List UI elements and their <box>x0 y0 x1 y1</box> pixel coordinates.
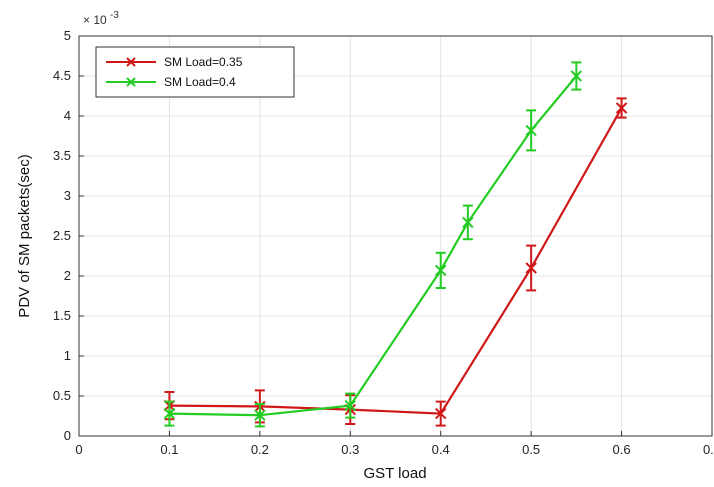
x-axis-label: GST load <box>363 465 426 482</box>
legend-marker-sm-0.35 <box>126 57 136 67</box>
data-point-marker <box>163 407 176 420</box>
data-point-marker <box>435 407 447 420</box>
y-multiplier-base: × 10 <box>83 13 107 27</box>
x-tick-label: 0.3 <box>341 442 359 457</box>
x-tick-label: 0.4 <box>432 442 450 457</box>
data-point-marker <box>525 262 537 274</box>
y-multiplier-exponent: -3 <box>110 10 119 21</box>
y-axis-label: PDV of SM packets(sec) <box>16 154 33 317</box>
legend-marker-sm-0.4 <box>126 77 136 87</box>
legend-box <box>95 46 295 98</box>
y-tick-label: 3 <box>64 188 71 203</box>
series-sm-load-0.4 <box>163 61 583 428</box>
y-tick-label: 4 <box>64 108 71 123</box>
y-tick-label: 2 <box>64 268 71 283</box>
data-point-marker <box>344 399 356 412</box>
series-layer <box>163 61 628 428</box>
y-tick-label: 5 <box>64 28 71 43</box>
y-tick-label: 4.5 <box>53 68 71 83</box>
x-tick-label: 0.1 <box>160 442 178 457</box>
data-point-marker <box>615 102 628 114</box>
data-point-marker <box>525 124 537 137</box>
data-point-marker <box>462 216 474 229</box>
x-tick-label: 0.6 <box>613 442 631 457</box>
legend-label-sm-0.35: SM Load=0.35 <box>164 55 243 69</box>
data-point-marker <box>570 70 583 82</box>
y-tick-label: 3.5 <box>53 148 71 163</box>
legend-label-sm-0.4: SM Load=0.4 <box>164 75 236 89</box>
y-tick-label: 1 <box>64 348 71 363</box>
data-point-marker <box>435 264 447 277</box>
series-line <box>169 107 623 415</box>
legend: SM Load=0.35 SM Load=0.4 <box>95 46 295 98</box>
x-tick-label: 0 <box>75 442 82 457</box>
data-point-marker <box>254 409 266 421</box>
x-tick-label: 0.2 <box>251 442 269 457</box>
y-tick-label: 2.5 <box>53 228 71 243</box>
y-tick-label: 1.5 <box>53 308 71 323</box>
x-tick-label: 0.7 <box>703 442 714 457</box>
y-tick-label: 0 <box>64 428 71 443</box>
x-tick-label: 0.5 <box>522 442 540 457</box>
y-multiplier: × 10 -3 <box>83 10 119 27</box>
ticks: 0 0.1 0.2 0.3 0.4 0.5 0.6 0.7 0 0.5 1 1.5 2 2.5 3 3.5 4 4… <box>53 28 714 457</box>
y-tick-label: 0.5 <box>53 388 71 403</box>
